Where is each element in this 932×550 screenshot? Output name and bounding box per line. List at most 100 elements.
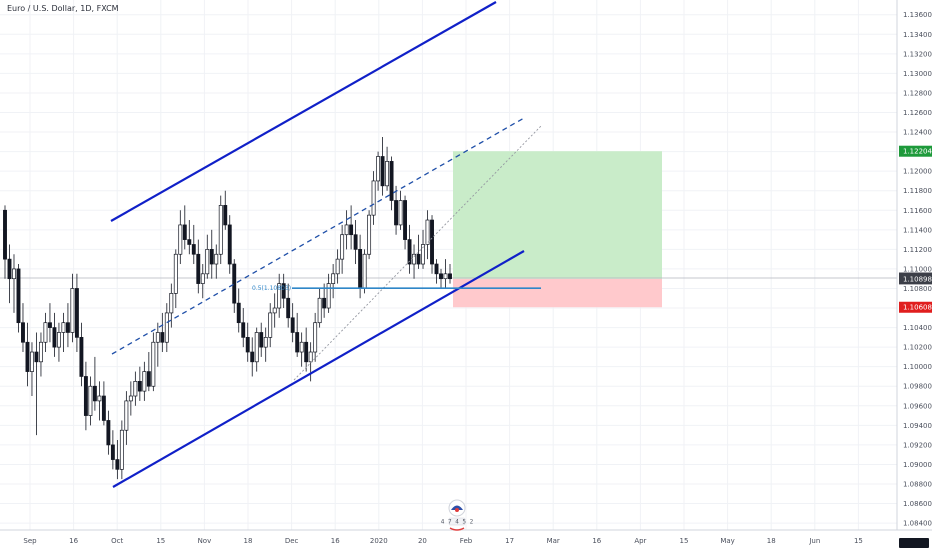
candle [214,244,219,279]
candle [254,327,259,372]
candle [439,268,443,289]
candle [218,195,223,265]
candle [268,303,273,348]
candle [371,171,376,225]
x-axis-ticks: Sep 16 Oct 15 Nov 18 Dec 16 2020 20 Feb 17 Mar 16 Apr 1… [23,537,862,545]
x-tick-label: Dec [285,537,299,545]
channel-mid-dashed-line[interactable] [111,117,525,355]
candle [362,249,367,294]
price-badge: 1.10898 [899,273,932,285]
x-tick-label: Oct [111,537,123,545]
stop-zone[interactable] [453,278,662,308]
candle [92,356,97,411]
y-tick-label: 1.12000 [903,168,932,176]
candle [434,259,439,284]
candle [7,244,12,304]
candle [160,312,165,353]
candle [21,303,25,353]
y-tick-label: 1.09600 [903,402,932,410]
x-tick-label: 16 [331,537,340,545]
candle [322,283,327,318]
candle [304,327,309,372]
candle [272,293,277,328]
candle [241,308,246,348]
candle [101,381,106,426]
candle [232,259,237,313]
x-tick-label: Nov [198,537,212,545]
target-zone[interactable] [453,151,662,279]
candle [187,220,192,255]
y-tick-label: 1.08800 [903,481,932,489]
channel-upper-line[interactable] [110,1,497,222]
candle [169,283,174,328]
candle [394,185,399,235]
candle [39,332,43,377]
candle [146,352,151,392]
candle [52,312,57,357]
x-tick-label: Sep [23,537,37,545]
candle [250,337,255,377]
candle [227,215,232,274]
candle [3,205,7,279]
candle [191,224,196,265]
candle [151,332,156,392]
candle [385,146,390,191]
candle [335,249,340,284]
candle [344,210,349,250]
channel-lower-line[interactable] [112,250,525,488]
x-tick-label: Feb [460,537,473,545]
watermark-label: 4 7 4 5 2 [441,519,474,526]
candle [389,156,394,211]
y-tick-label: 1.09200 [903,441,932,449]
candle [200,264,205,299]
price-badge-label: 1.10898 [903,275,932,283]
x-tick-label: 17 [505,537,514,545]
candle [137,366,142,401]
chart-title: Euro / U.S. Dollar, 1D, FXCM [7,4,119,13]
candle [65,303,70,348]
candle [367,210,372,260]
candle [443,259,448,289]
candle [245,322,250,362]
candle [403,195,408,250]
candle [308,342,313,382]
candle [25,322,30,387]
candle [88,376,93,426]
y-tick-label: 1.12600 [903,109,932,117]
candle [299,332,304,367]
candle [236,288,241,333]
trend-dotted-line[interactable] [293,125,542,381]
candles [3,136,452,480]
candle [412,244,416,279]
y-tick-label: 1.08400 [903,520,932,528]
x-tick-label: 18 [244,537,253,545]
x-tick-label: Apr [634,537,646,545]
price-badge: 1.10608 [899,301,932,313]
tradingview-logo [899,538,929,548]
candle [74,273,79,353]
candle [416,234,421,269]
candle [164,303,169,353]
y-tick-label: 1.11000 [903,265,932,273]
x-tick-label: 16 [592,537,601,545]
price-badge-label: 1.12204 [903,148,932,156]
x-tick-label: 16 [69,537,78,545]
candle [331,264,336,299]
y-tick-label: 1.11200 [903,246,932,254]
x-tick-label: Mar [547,537,560,545]
candle [376,151,381,191]
price-badge-label: 1.10608 [903,304,932,312]
candle [281,273,286,309]
candle [30,342,34,397]
y-axis-ticks: 1.13600 1.13400 1.13200 1.13000 1.12800 1.126… [903,11,932,527]
grid [0,0,897,530]
candle [83,361,88,431]
x-tick-label: 20 [418,537,427,545]
candle [326,273,331,313]
candle [448,264,452,284]
candle [115,440,120,480]
x-tick-label: 2020 [370,537,388,545]
y-tick-label: 1.13000 [903,70,932,78]
